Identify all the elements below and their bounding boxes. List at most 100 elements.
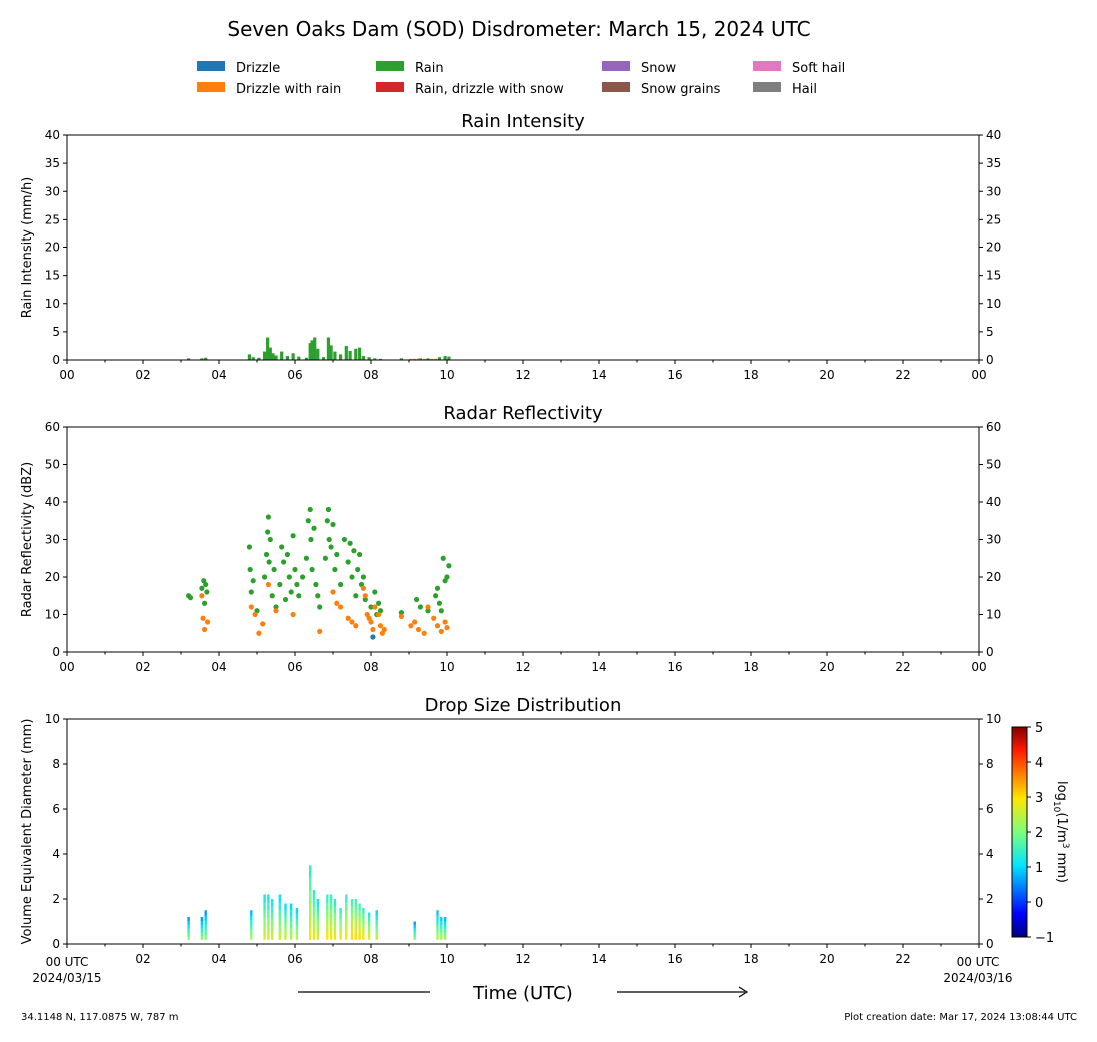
y-tick-label: 25 xyxy=(986,212,1001,226)
bar xyxy=(434,358,438,360)
dsd-cell xyxy=(339,918,342,925)
dsd-cell xyxy=(440,935,443,940)
point xyxy=(434,623,441,629)
dsd-cell xyxy=(204,934,207,940)
legend-item: Rain xyxy=(376,61,444,76)
dsd-cell xyxy=(329,917,333,925)
legend-label: Rain, drizzle with snow xyxy=(415,82,564,97)
y-tick-label: 30 xyxy=(986,184,1001,198)
colorbar-tick-label: 3 xyxy=(1035,791,1043,806)
x-tick-label: 08 xyxy=(363,952,378,966)
legend-item: Drizzle xyxy=(197,61,280,76)
point xyxy=(330,589,336,595)
dsd-cell xyxy=(326,917,329,925)
bar xyxy=(354,348,358,360)
bar xyxy=(268,347,272,360)
dsd-cell xyxy=(333,932,337,940)
point xyxy=(260,621,266,627)
bar xyxy=(339,354,343,360)
colorbar-tick-label: 0 xyxy=(1035,896,1043,911)
dsd-cell xyxy=(295,918,299,925)
dsd-cell xyxy=(316,919,319,927)
point xyxy=(425,608,431,614)
bar xyxy=(247,354,251,360)
point xyxy=(442,619,448,625)
dsd-cell xyxy=(443,928,447,933)
dsd-cell xyxy=(316,905,319,913)
y-tick-label: 60 xyxy=(986,420,1001,434)
bar xyxy=(310,340,314,360)
point xyxy=(279,544,285,550)
bar xyxy=(367,357,371,360)
x-tick-label: 04 xyxy=(211,368,226,382)
colorbar-tick-label: 5 xyxy=(1035,721,1043,736)
point xyxy=(247,566,253,573)
point xyxy=(438,608,444,614)
point xyxy=(353,623,359,629)
legend-item: Soft hail xyxy=(753,61,845,76)
bar xyxy=(418,358,422,360)
dsd-cell xyxy=(267,902,270,910)
x-tick-label: 22 xyxy=(895,952,910,966)
dsd-cell xyxy=(350,905,354,913)
dsd-cell xyxy=(250,934,253,940)
dsd-cell xyxy=(367,917,371,922)
dsd-cell xyxy=(354,912,357,920)
dsd-cell xyxy=(345,932,348,940)
bar xyxy=(304,357,308,360)
point xyxy=(370,626,376,633)
x-tick-label: 14 xyxy=(591,660,606,674)
panel-title: Drop Size Distribution xyxy=(425,695,622,716)
legend-item: Snow xyxy=(602,61,676,76)
y-tick-label: 8 xyxy=(986,757,994,771)
dsd-cell xyxy=(345,894,348,903)
point xyxy=(408,623,414,629)
bar xyxy=(361,356,365,360)
dsd-cell xyxy=(350,912,354,920)
x-tick-label: 00 xyxy=(971,660,986,674)
point xyxy=(322,555,328,561)
point xyxy=(300,574,306,580)
y-tick-label: 20 xyxy=(986,241,1001,255)
y-tick-label: 6 xyxy=(986,802,994,816)
data-marks xyxy=(187,337,451,360)
legend-swatch xyxy=(602,82,630,92)
y-tick-label: 4 xyxy=(986,847,994,861)
point xyxy=(200,615,206,621)
dsd-cell xyxy=(413,930,416,934)
dsd-cell xyxy=(440,924,443,929)
dsd-cell xyxy=(200,932,204,937)
point xyxy=(281,559,287,565)
dsd-cell xyxy=(200,924,204,929)
dsd-cell xyxy=(295,923,299,930)
panel-drop-size-distribution: Drop Size Distribution Volume Equivalent … xyxy=(20,695,1001,966)
y-tick-label: 0 xyxy=(986,353,994,367)
bar xyxy=(409,358,413,360)
point xyxy=(252,611,258,618)
point xyxy=(317,604,323,610)
point xyxy=(444,574,450,580)
dsd-cell xyxy=(375,920,378,926)
point xyxy=(282,596,289,603)
point xyxy=(357,551,363,558)
dsd-cell xyxy=(278,894,281,903)
dsd-cell xyxy=(339,929,342,935)
bar xyxy=(204,357,208,360)
y-tick-label: 20 xyxy=(986,570,1001,584)
dsd-cell xyxy=(358,933,361,940)
y-tick-label: 40 xyxy=(986,495,1001,509)
dsd-cell xyxy=(375,915,378,921)
point xyxy=(305,518,311,524)
dsd-cell xyxy=(204,910,207,916)
dsd-cell xyxy=(200,935,204,940)
bar xyxy=(274,355,278,360)
y-tick-label: 5 xyxy=(986,325,994,339)
x-tick-label: 06 xyxy=(287,660,302,674)
point xyxy=(292,566,298,573)
x-tick-label: 22 xyxy=(895,368,910,382)
bar xyxy=(297,356,301,360)
dsd-cell xyxy=(443,917,447,922)
x-tick-label: 16 xyxy=(667,368,682,382)
dsd-cell xyxy=(267,894,270,903)
